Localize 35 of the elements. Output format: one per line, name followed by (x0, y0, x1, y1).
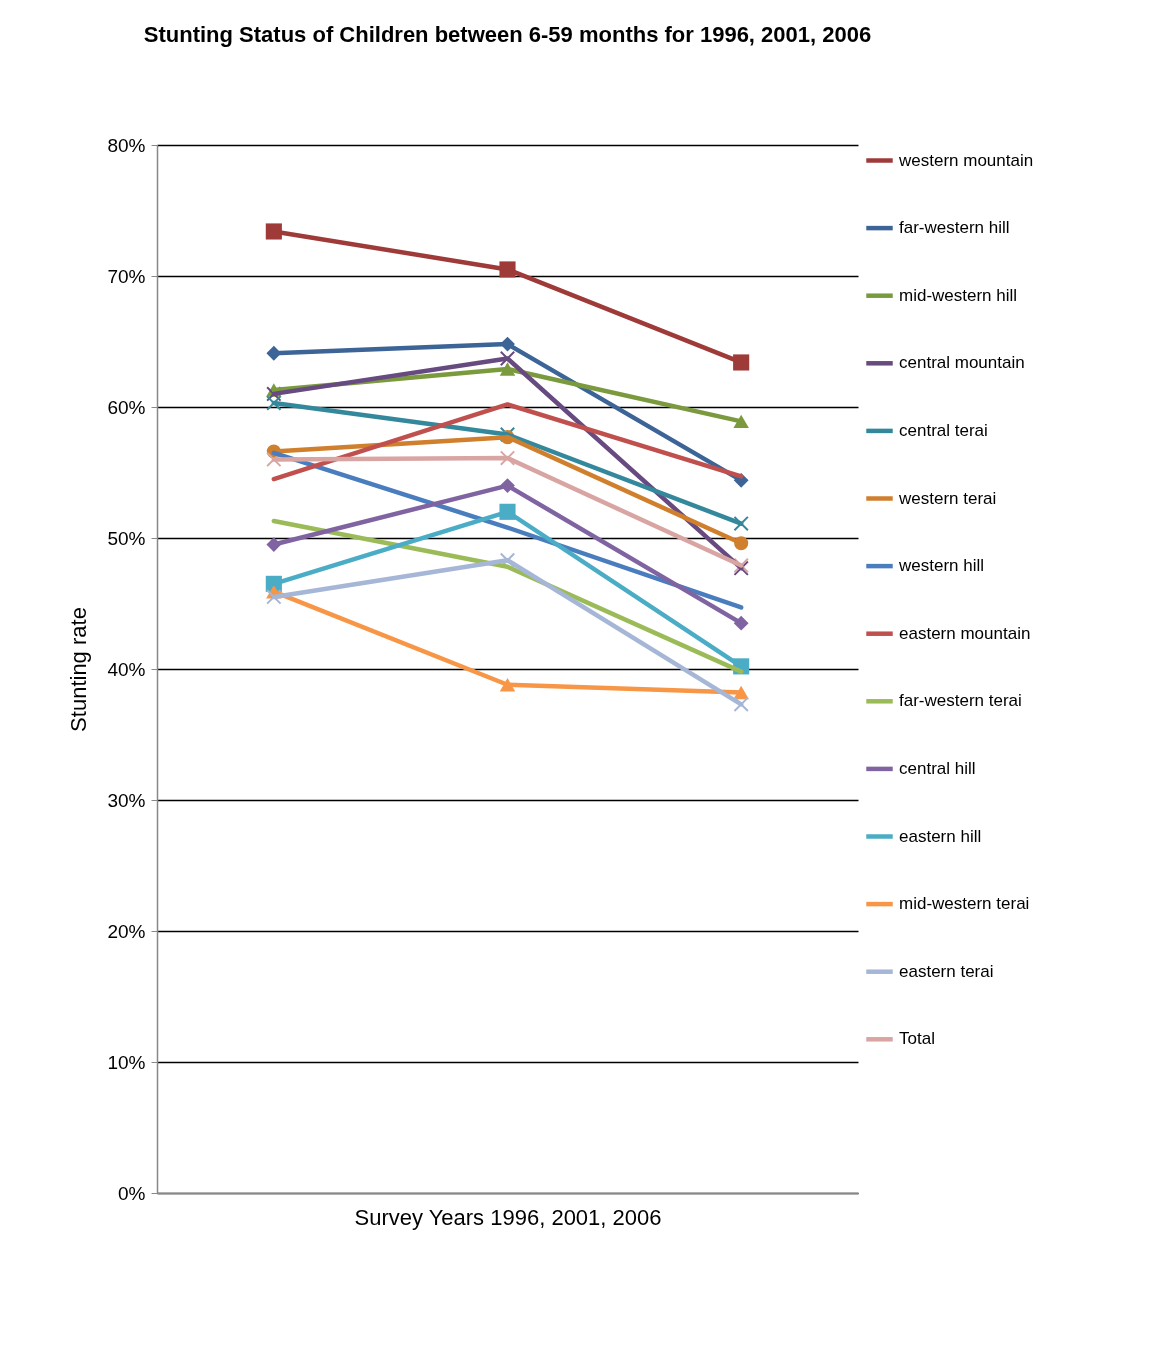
y-tick-label: 50% (107, 527, 146, 549)
y-tick-label: 30% (107, 789, 146, 811)
y-tick-label: 40% (107, 658, 146, 680)
y-tick-label: 70% (107, 265, 146, 287)
y-tick-label: 0% (118, 1182, 146, 1204)
point (499, 552, 516, 568)
point (733, 696, 749, 713)
legend-label: central mountain (899, 353, 1025, 373)
point (266, 395, 282, 411)
legend-label: western terai (898, 488, 997, 508)
legend-label: mid-western hill (899, 285, 1018, 305)
legend-label: far-western hill (899, 218, 1010, 238)
legend-label: central terai (899, 420, 988, 440)
legend-label: central hill (899, 758, 976, 778)
legend-label: western mountain (898, 150, 1034, 170)
point (499, 450, 516, 466)
y-tick-label: 80% (107, 134, 146, 156)
legend-label: mid-western terai (899, 894, 1030, 914)
legend-label: western hill (898, 556, 985, 576)
point (499, 350, 516, 367)
legend-label: eastern mountain (899, 623, 1031, 643)
y-tick-label: 20% (107, 920, 146, 942)
point (733, 515, 749, 532)
x-axis-title: Survey Years 1996, 2001, 2006 (354, 1204, 662, 1230)
legend-label: eastern terai (899, 961, 994, 981)
y-tick-label: 10% (107, 1051, 146, 1073)
legend-label: far-western terai (899, 691, 1022, 711)
point (266, 589, 282, 605)
point (266, 451, 282, 468)
legend-label: Total (899, 1029, 935, 1049)
point (266, 386, 282, 402)
chart-title: Stunting Status of Children between 6-59 months for 1996, 2001, 2006 (143, 22, 872, 47)
y-axis-title: Stunting rate (66, 607, 92, 732)
legend-label: eastern hill (899, 826, 982, 846)
y-tick-label: 60% (107, 396, 146, 418)
